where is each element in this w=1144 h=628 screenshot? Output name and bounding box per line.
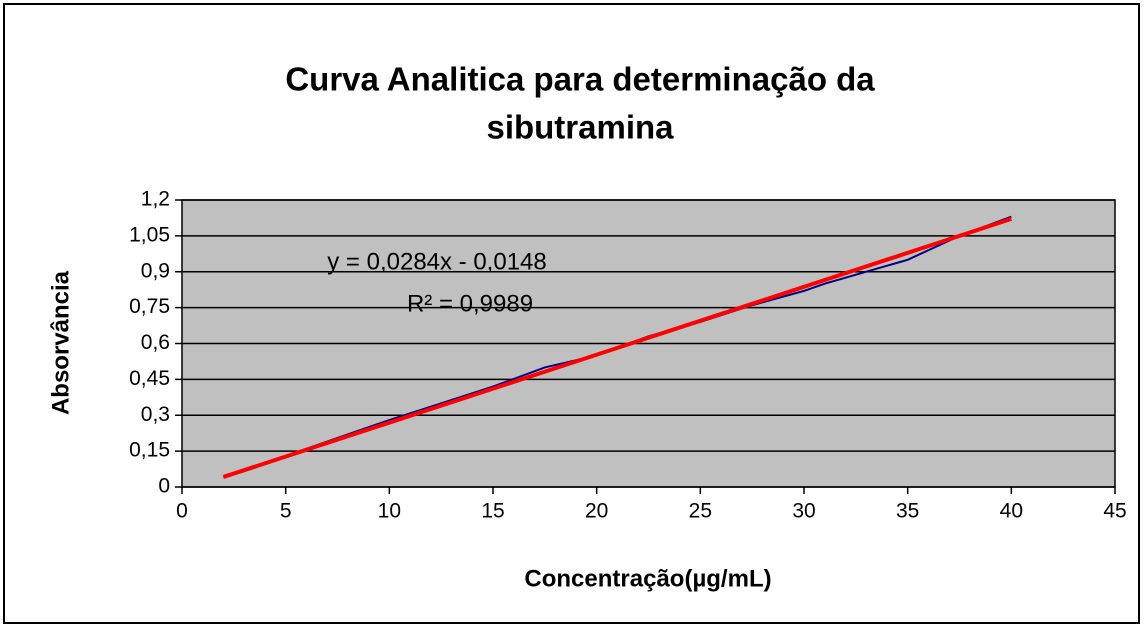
x-tick-label: 25 <box>689 500 712 523</box>
x-tick-label: 10 <box>378 500 401 523</box>
chart-title: sibutramina <box>486 109 674 146</box>
y-tick-label: 0 <box>158 475 170 498</box>
y-tick-label: 0,9 <box>141 259 170 282</box>
x-axis-label: Concentração(µg/mL) <box>524 565 771 592</box>
annotation: R² = 0,9989 <box>407 290 533 317</box>
y-tick-label: 0,3 <box>141 403 170 426</box>
x-tick-label: 30 <box>792 500 815 523</box>
y-tick-label: 1,2 <box>141 188 170 211</box>
plot-border <box>181 199 1116 488</box>
y-tick-label: 0,45 <box>129 367 170 390</box>
series-line <box>222 216 1012 479</box>
y-tick-label: 1,05 <box>129 223 170 246</box>
y-axis-label: Absorvância <box>47 270 74 415</box>
chart-title: Curva Analitica para determinação da <box>285 61 875 98</box>
x-tick-label: 5 <box>280 500 292 523</box>
y-tick-label: 0,75 <box>129 295 170 318</box>
annotation: y = 0,0284x - 0,0148 <box>327 248 547 275</box>
x-tick-label: 40 <box>1000 500 1023 523</box>
x-tick-label: 45 <box>1103 500 1126 523</box>
x-tick-label: 35 <box>896 500 919 523</box>
y-tick-label: 0,6 <box>141 331 170 354</box>
x-tick-label: 20 <box>585 500 608 523</box>
x-tick-label: 15 <box>481 500 504 523</box>
y-tick-label: 0,15 <box>129 439 170 462</box>
x-tick-label: 0 <box>176 500 188 523</box>
